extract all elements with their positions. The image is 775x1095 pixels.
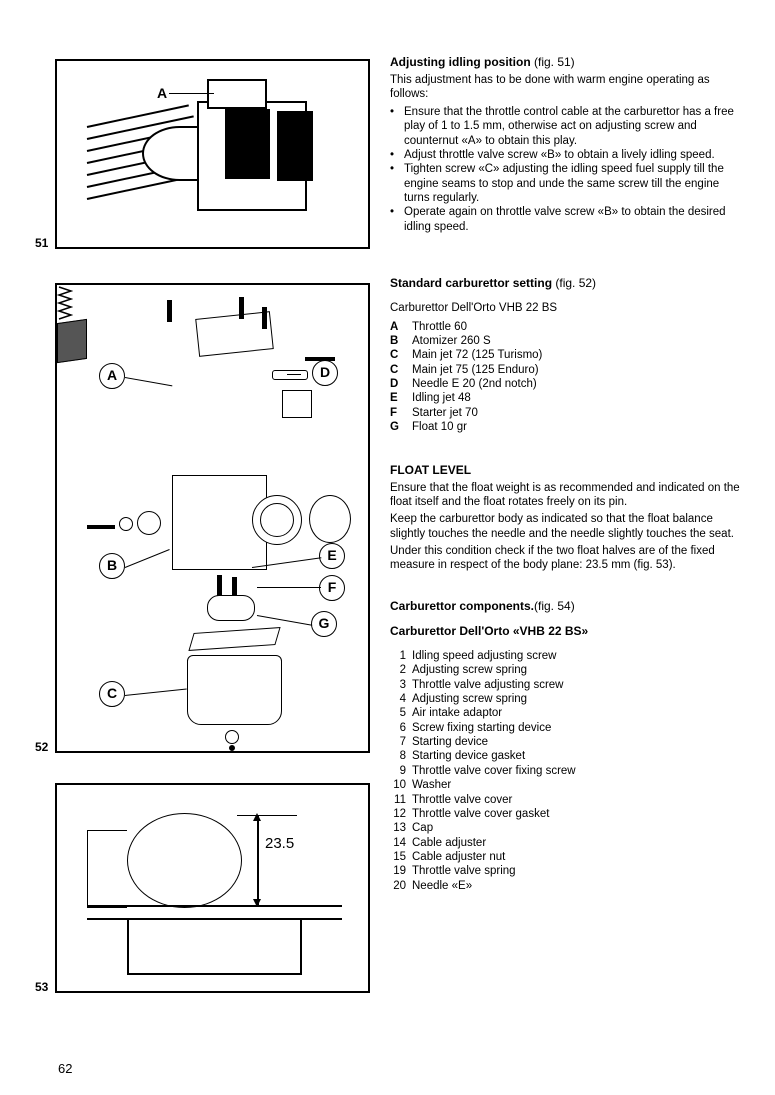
section-standard: Standard carburettor setting (fig. 52) C… xyxy=(390,276,745,434)
throttle-slide xyxy=(57,319,87,363)
heading-float-level: FLOAT LEVEL xyxy=(390,463,745,478)
body-plane xyxy=(87,905,342,920)
label-A: A xyxy=(99,363,125,389)
dimension-value: 23.5 xyxy=(265,835,294,854)
float-para: Keep the carburettor body as indicated s… xyxy=(390,512,745,541)
leader xyxy=(287,374,301,375)
comp-row: 3Throttle valve adjusting screw xyxy=(390,678,745,692)
carb-model: Carburettor Dell'Orto VHB 22 BS xyxy=(390,301,745,315)
bullet-item: •Adjust throttle valve screw «B» to obta… xyxy=(390,148,745,162)
leader xyxy=(257,615,312,626)
screw-long xyxy=(87,525,115,529)
heading-standard: Standard carburettor setting (fig. 52) xyxy=(390,276,745,291)
figure-number-52: 52 xyxy=(35,740,48,755)
washer xyxy=(119,517,133,531)
comp-row: 19Throttle valve spring xyxy=(390,864,745,878)
leader xyxy=(125,377,172,386)
label-E: E xyxy=(319,543,345,569)
figure-number-51: 51 xyxy=(35,236,48,251)
manual-page: 51 A 52 xyxy=(0,0,775,1051)
carburettor-dark xyxy=(225,109,270,179)
parts-row: AThrottle 60 xyxy=(390,320,745,334)
washer xyxy=(225,730,239,744)
spring xyxy=(57,285,73,321)
figure-51: 51 A xyxy=(55,59,370,249)
leader xyxy=(125,549,170,568)
page-number: 62 xyxy=(58,1061,72,1077)
heading-adjusting: Adjusting idling position (fig. 51) xyxy=(390,55,745,70)
section-adjusting: Adjusting idling position (fig. 51) This… xyxy=(390,55,745,234)
parts-row: GFloat 10 gr xyxy=(390,420,745,434)
parts-list: AThrottle 60 BAtomizer 260 S CMain jet 7… xyxy=(390,320,745,435)
label-F: F xyxy=(319,575,345,601)
comp-row: 13Cap xyxy=(390,821,745,835)
starting-device xyxy=(282,390,312,418)
figure-number-53: 53 xyxy=(35,980,48,995)
comp-row: 15Cable adjuster nut xyxy=(390,850,745,864)
bore-inner xyxy=(260,503,294,537)
float-para: Ensure that the float weight is as recom… xyxy=(390,481,745,510)
comp-row: 14Cable adjuster xyxy=(390,836,745,850)
carburettor-dark xyxy=(277,111,313,181)
screw xyxy=(167,300,172,322)
bullet-item: •Tighten screw «C» adjusting the idling … xyxy=(390,162,745,205)
label-G: G xyxy=(311,611,337,637)
comp-row: 5Air intake adaptor xyxy=(390,706,745,720)
jet xyxy=(232,577,237,597)
intro-text: This adjustment has to be done with warm… xyxy=(390,73,745,102)
float xyxy=(207,595,255,621)
bullet-item: •Ensure that the throttle control cable … xyxy=(390,105,745,148)
section-components: Carburettor components.(fig. 54) Carbure… xyxy=(390,599,745,893)
parts-row: FStarter jet 70 xyxy=(390,406,745,420)
parts-row: CMain jet 75 (125 Enduro) xyxy=(390,363,745,377)
clamp xyxy=(309,495,351,543)
comp-row: 12Throttle valve cover gasket xyxy=(390,807,745,821)
comp-row: 11Throttle valve cover xyxy=(390,793,745,807)
comp-row: 20Needle «E» xyxy=(390,879,745,893)
float-circle xyxy=(127,813,242,908)
label-D: D xyxy=(312,360,338,386)
text-column: Adjusting idling position (fig. 51) This… xyxy=(390,55,745,1021)
comp-row: 8Starting device gasket xyxy=(390,749,745,763)
screw xyxy=(262,307,267,329)
comp-row: 7Starting device xyxy=(390,735,745,749)
sub-heading: Carburettor Dell'Orto «VHB 22 BS» xyxy=(390,624,745,639)
diaphragm xyxy=(137,511,161,535)
comp-row: 9Throttle valve cover fixing screw xyxy=(390,764,745,778)
heading-components: Carburettor components.(fig. 54) xyxy=(390,599,745,614)
parts-row: EIdling jet 48 xyxy=(390,391,745,405)
part-d xyxy=(272,370,308,380)
body-side xyxy=(87,830,127,908)
comp-row: 4Adjusting screw spring xyxy=(390,692,745,706)
carburettor-top xyxy=(207,79,267,109)
float-para: Under this condition check if the two fl… xyxy=(390,544,745,573)
label-B: B xyxy=(99,553,125,579)
bullet-item: •Operate again on throttle valve screw «… xyxy=(390,205,745,234)
screw xyxy=(239,297,244,319)
parts-row: BAtomizer 260 S xyxy=(390,334,745,348)
leader xyxy=(125,689,187,696)
parts-row: DNeedle E 20 (2nd notch) xyxy=(390,377,745,391)
comp-row: 10Washer xyxy=(390,778,745,792)
leader xyxy=(257,587,321,588)
label-A: A xyxy=(157,85,167,103)
lower-body xyxy=(127,920,302,975)
comp-row: 1Idling speed adjusting screw xyxy=(390,649,745,663)
section-float-level: FLOAT LEVEL Ensure that the float weight… xyxy=(390,463,745,573)
float-bowl xyxy=(187,655,282,725)
components-list: 1Idling speed adjusting screw 2Adjusting… xyxy=(390,649,745,893)
parts-row: CMain jet 72 (125 Turismo) xyxy=(390,348,745,362)
comp-row: 6Screw fixing starting device xyxy=(390,721,745,735)
drain-screw xyxy=(229,745,235,751)
figure-52: 52 xyxy=(55,283,370,753)
comp-row: 2Adjusting screw spring xyxy=(390,663,745,677)
figures-column: 51 A 52 xyxy=(55,55,370,1021)
bowl-gasket xyxy=(188,627,280,651)
leader-line xyxy=(169,93,214,94)
label-C: C xyxy=(99,681,125,707)
figure-53: 53 23.5 xyxy=(55,783,370,993)
